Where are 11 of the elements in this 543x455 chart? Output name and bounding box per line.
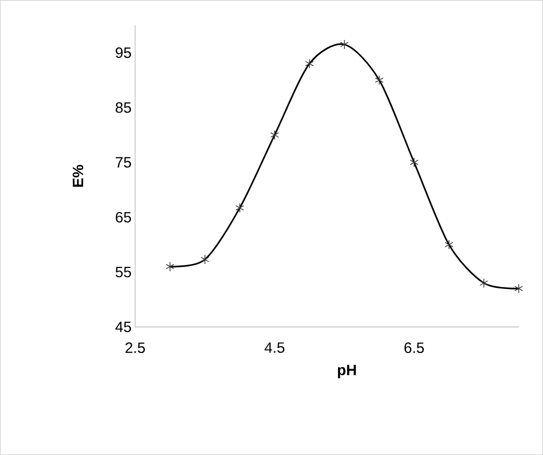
y-tick-label: 95 <box>116 47 132 58</box>
x-axis-title: pH <box>338 364 356 378</box>
y-tick-label: 85 <box>116 102 132 113</box>
y-tick-label: 55 <box>116 266 132 278</box>
x-tick-label: 2.5 <box>126 342 145 353</box>
x-tick-label: 4.5 <box>264 342 284 353</box>
x-tick-label: 6.5 <box>404 342 424 353</box>
y-tick-label: 45 <box>115 322 132 332</box>
y-tick-label: 65 <box>116 212 132 222</box>
y-tick-label: 75 <box>116 157 132 168</box>
y-axis-title: E% <box>72 164 84 187</box>
